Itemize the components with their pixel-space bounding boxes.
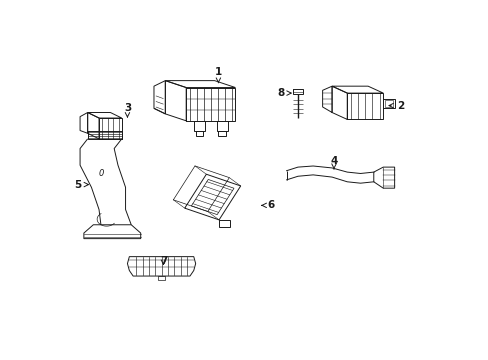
Text: 7: 7 xyxy=(160,256,167,266)
Text: 3: 3 xyxy=(123,103,131,117)
Text: 8: 8 xyxy=(277,88,291,98)
Text: 4: 4 xyxy=(329,156,337,169)
Text: 0: 0 xyxy=(98,169,103,178)
Text: 1: 1 xyxy=(214,67,222,83)
Text: 6: 6 xyxy=(262,201,275,210)
Text: 5: 5 xyxy=(74,180,88,190)
Text: 2: 2 xyxy=(388,100,403,111)
